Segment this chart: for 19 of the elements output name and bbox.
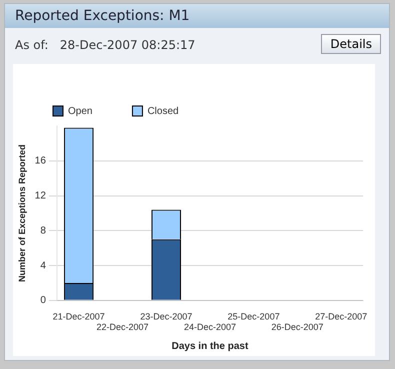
chart-title: Reported Exceptions: M1: [5, 4, 389, 28]
y-tick-label: 12: [34, 190, 46, 202]
y-tick-label: 16: [34, 156, 46, 167]
x-tick-label: 23-Dec-2007: [140, 311, 192, 322]
legend-label: Open: [68, 106, 92, 117]
legend-label: Closed: [147, 106, 179, 117]
x-tick-label: 25-Dec-2007: [228, 311, 280, 322]
x-axis-title: Days in the past: [172, 340, 249, 352]
x-tick-label: 21-Dec-2007: [52, 311, 105, 322]
y-tick-label: 0: [40, 295, 46, 306]
details-button[interactable]: Details: [321, 34, 381, 54]
x-tick-label: 27-Dec-2007: [315, 311, 368, 322]
y-axis-title: Number of Exceptions Reported: [16, 144, 27, 282]
x-tick-label: 26-Dec-2007: [271, 322, 324, 332]
y-tick-label: 4: [40, 260, 46, 272]
y-tick-label: 8: [40, 225, 46, 236]
x-tick-label: 24-Dec-2007: [184, 322, 236, 332]
x-tick-label: 22-Dec-2007: [96, 322, 149, 332]
chart-subtitle: As of: 28-Dec-2007 08:25:17: [15, 38, 196, 52]
